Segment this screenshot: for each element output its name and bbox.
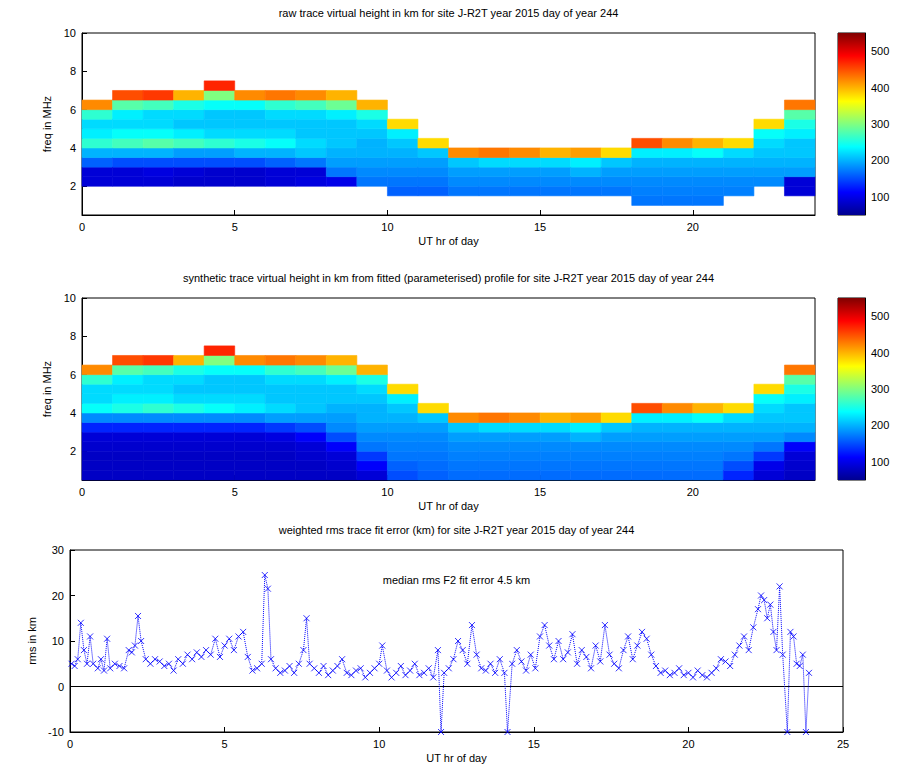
svg-text:5: 5 <box>232 486 238 498</box>
svg-text:10: 10 <box>64 292 76 304</box>
svg-text:2: 2 <box>70 445 76 457</box>
svg-text:freq in MHz: freq in MHz <box>41 361 53 417</box>
svg-text:20: 20 <box>52 590 64 602</box>
svg-text:20: 20 <box>687 486 699 498</box>
svg-text:4: 4 <box>70 407 76 419</box>
svg-text:300: 300 <box>871 383 889 395</box>
svg-text:20: 20 <box>682 738 694 750</box>
svg-text:100: 100 <box>871 456 889 468</box>
svg-text:freq in MHz: freq in MHz <box>41 96 53 152</box>
svg-text:10: 10 <box>52 635 64 647</box>
svg-text:500: 500 <box>871 45 889 57</box>
svg-text:8: 8 <box>70 330 76 342</box>
svg-text:30: 30 <box>52 544 64 556</box>
svg-text:0: 0 <box>79 221 85 233</box>
svg-text:15: 15 <box>528 738 540 750</box>
svg-text:weighted rms trace fit error (: weighted rms trace fit error (km) for si… <box>278 524 635 536</box>
svg-text:20: 20 <box>687 221 699 233</box>
svg-text:500: 500 <box>871 310 889 322</box>
svg-text:median rms F2 fit error 4.5 km: median rms F2 fit error 4.5 km <box>383 574 530 586</box>
svg-text:5: 5 <box>232 221 238 233</box>
svg-text:UT hr of day: UT hr of day <box>418 235 479 247</box>
svg-text:5: 5 <box>222 738 228 750</box>
svg-text:200: 200 <box>871 154 889 166</box>
svg-text:15: 15 <box>534 486 546 498</box>
svg-text:10: 10 <box>381 486 393 498</box>
svg-text:UT hr of day: UT hr of day <box>426 752 487 764</box>
svg-text:4: 4 <box>70 142 76 154</box>
svg-text:400: 400 <box>871 347 889 359</box>
svg-text:0: 0 <box>67 738 73 750</box>
svg-text:300: 300 <box>871 118 889 130</box>
svg-text:10: 10 <box>381 221 393 233</box>
svg-text:10: 10 <box>64 27 76 39</box>
svg-text:0: 0 <box>58 681 64 693</box>
svg-text:rms in km: rms in km <box>26 617 38 665</box>
svg-text:6: 6 <box>70 369 76 381</box>
svg-text:UT hr of day: UT hr of day <box>418 500 479 512</box>
svg-text:200: 200 <box>871 419 889 431</box>
svg-text:raw trace virtual height in km: raw trace virtual height in km for site … <box>279 7 619 19</box>
svg-text:15: 15 <box>534 221 546 233</box>
svg-text:synthetic trace virtual height: synthetic trace virtual height in km fro… <box>183 272 714 284</box>
svg-text:-10: -10 <box>48 726 64 738</box>
svg-text:0: 0 <box>79 486 85 498</box>
svg-text:100: 100 <box>871 191 889 203</box>
svg-text:400: 400 <box>871 82 889 94</box>
svg-text:8: 8 <box>70 65 76 77</box>
svg-text:25: 25 <box>837 738 849 750</box>
svg-text:6: 6 <box>70 104 76 116</box>
svg-text:10: 10 <box>373 738 385 750</box>
svg-text:2: 2 <box>70 180 76 192</box>
